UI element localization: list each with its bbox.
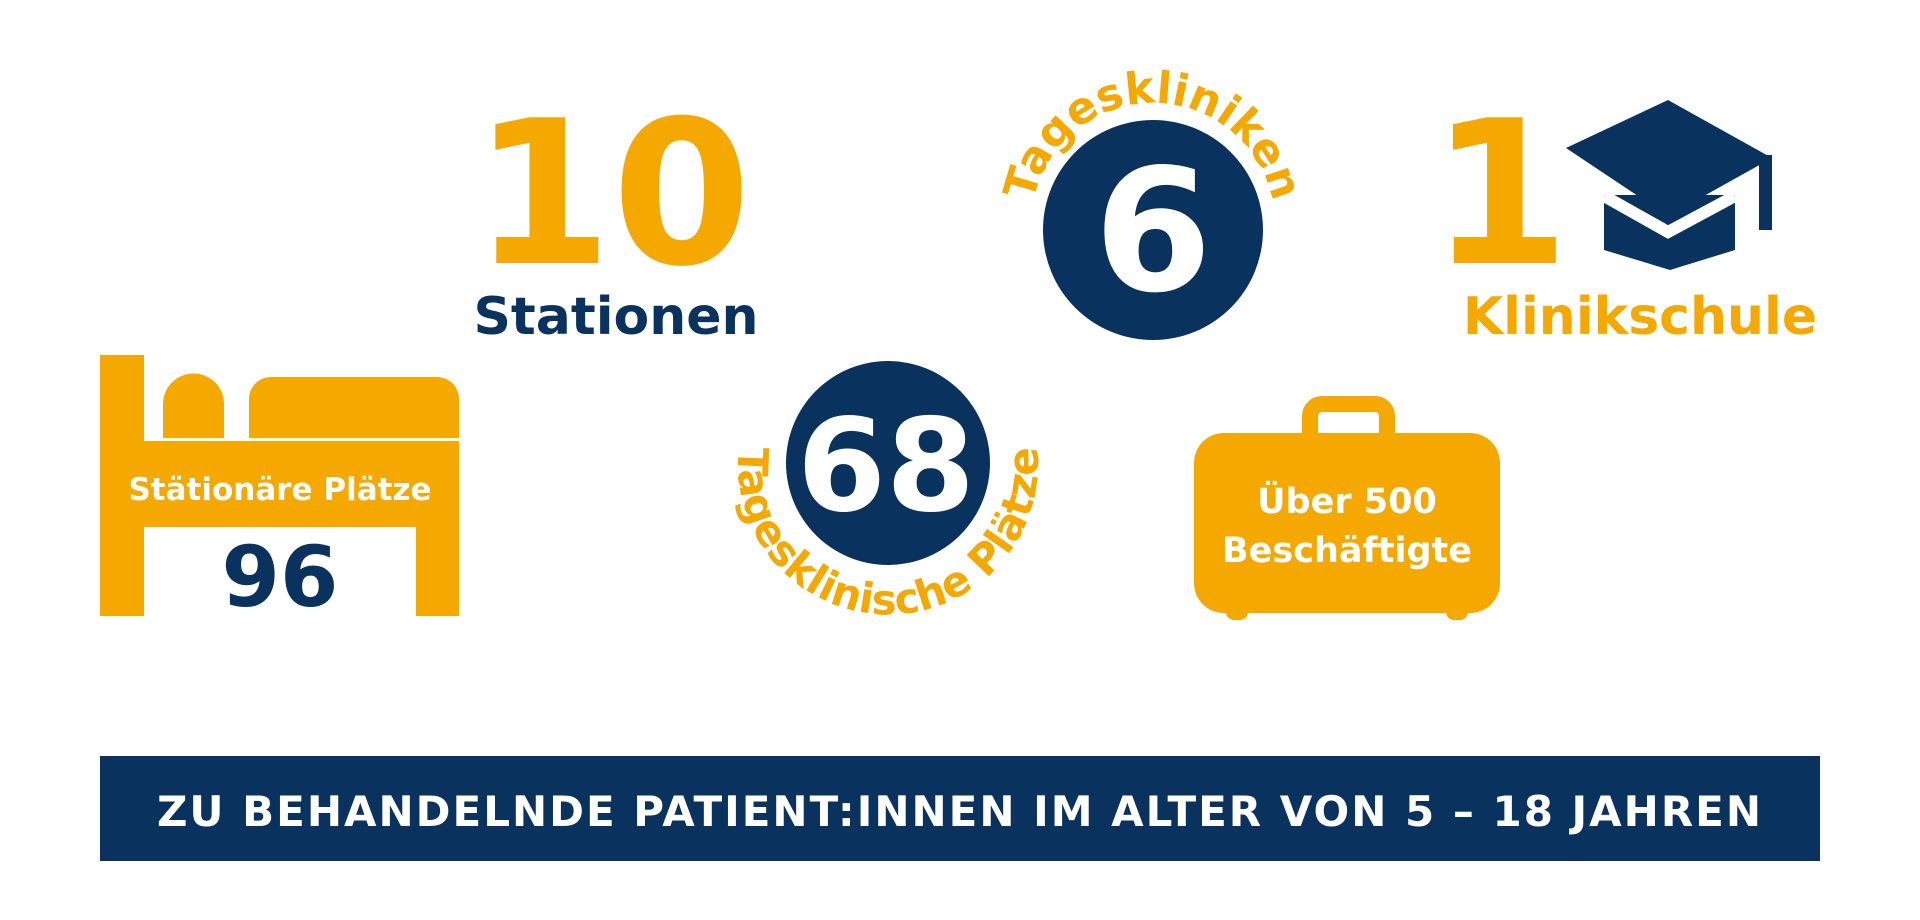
day-clinics-stat: 6 Tageskliniken bbox=[994, 62, 1312, 340]
suitcase-icon bbox=[1194, 396, 1500, 620]
clinic-school-stat: 1 Klinikschule bbox=[1430, 78, 1817, 347]
day-clinics-number: 6 bbox=[1094, 133, 1212, 331]
clinic-school-label: Klinikschule bbox=[1463, 287, 1817, 347]
inpatient-label: Stätionäre Plätze bbox=[128, 472, 431, 508]
day-places-circle bbox=[786, 361, 990, 565]
inpatient-stat: Stätionäre Plätze 96 bbox=[100, 355, 460, 626]
employees-label: Beschäftigte bbox=[1222, 531, 1472, 571]
inpatient-number: 96 bbox=[222, 528, 339, 626]
graduation-cap-icon bbox=[1566, 100, 1772, 270]
stations-stat: 10 Stationen bbox=[473, 78, 759, 347]
day-clinics-circle bbox=[1043, 120, 1263, 340]
employees-stat: Über 500 Beschäftigte bbox=[1194, 396, 1500, 620]
day-places-stat: 68 Tagesklinische Plätze bbox=[727, 361, 1048, 625]
age-banner: ZU BEHANDELNDE PATIENT:INNEN IM ALTER VO… bbox=[100, 756, 1820, 861]
bed-icon bbox=[100, 355, 460, 616]
employees-count: Über 500 bbox=[1257, 480, 1437, 522]
age-banner-text: ZU BEHANDELNDE PATIENT:INNEN IM ALTER VO… bbox=[157, 787, 1763, 836]
clinic-school-number: 1 bbox=[1430, 78, 1569, 311]
stations-number: 10 bbox=[473, 78, 751, 311]
stations-label: Stationen bbox=[473, 287, 758, 347]
day-places-number: 68 bbox=[797, 392, 975, 541]
